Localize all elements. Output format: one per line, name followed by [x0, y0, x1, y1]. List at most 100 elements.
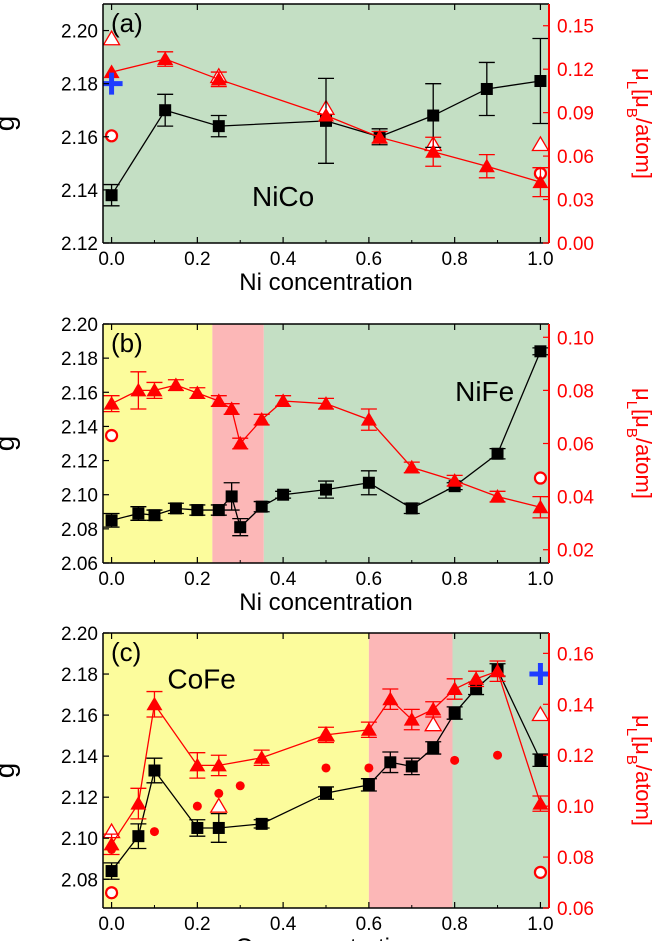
y2-tick-label: 0.06	[557, 899, 594, 920]
y2-tick-label: 0.14	[557, 695, 594, 716]
mu-data-point	[223, 401, 240, 415]
mu-data-point	[446, 681, 463, 696]
mu-data-point	[318, 396, 334, 410]
g-data-point	[534, 75, 547, 88]
mu-data-point	[489, 663, 506, 678]
y2-axis-label-part: L	[624, 728, 641, 736]
mu-data-point	[146, 696, 163, 711]
mu-data-point	[103, 396, 120, 410]
mu-data-point	[318, 107, 334, 122]
x-tick-label: 0.4	[270, 569, 297, 590]
y2-axis-label-part: B	[624, 755, 641, 765]
mu-data-point	[146, 382, 163, 397]
open-circle-marker	[104, 428, 119, 443]
mu-data-point	[468, 671, 485, 685]
g-data-point	[491, 447, 504, 460]
mu-data-point	[210, 393, 227, 408]
mu-data-point	[210, 757, 227, 772]
y-tick-label: 2.12	[61, 234, 98, 255]
panel-label: (b)	[111, 328, 143, 358]
g-data-point	[405, 502, 418, 515]
y2-tick-label: 0.15	[557, 17, 594, 38]
y-tick-label: 2.10	[61, 486, 98, 507]
x-tick-label: 0.6	[356, 249, 382, 270]
panel-2: 0.0 0.2 0.4 0.6 0.8 1.0 2.06 2.08 2.10 2.12 2.14 2.…	[0, 315, 656, 616]
g-data-point	[320, 787, 332, 800]
filled-circle-marker	[149, 827, 159, 837]
mu-data-point	[425, 144, 442, 158]
y-tick-label: 2.16	[61, 383, 98, 404]
filled-circle-marker	[214, 788, 224, 798]
y2-tick-label: 0.10	[557, 797, 594, 818]
g-data-point	[132, 830, 145, 843]
y2-tick-label: 0.12	[557, 746, 594, 767]
open-triangle-marker	[209, 797, 228, 813]
mu-data-point	[103, 64, 120, 79]
x-tick-label: 0.0	[98, 569, 124, 590]
y2-axis-label-part: L	[624, 81, 641, 89]
g-data-point	[105, 865, 118, 878]
g-data-point	[148, 764, 161, 777]
y2-axis-label-part: μ	[631, 68, 656, 81]
g-data-point	[132, 507, 145, 520]
g-data-point	[362, 476, 375, 489]
filled-circle-marker	[493, 750, 503, 760]
y-tick-label: 2.14	[61, 181, 98, 202]
filled-circle-marker	[235, 781, 245, 791]
g-data-point	[212, 504, 225, 517]
g-data-point	[212, 120, 225, 133]
g-data-point	[534, 345, 547, 358]
y-tick-label: 2.18	[61, 665, 98, 686]
g-data-point	[105, 514, 118, 527]
mu-data-point	[130, 382, 147, 397]
y2-axis-label-part: [μ	[631, 409, 656, 428]
y2-tick-label: 0.04	[557, 488, 594, 509]
y2-tick-label: 0.03	[557, 191, 594, 212]
g-data-point	[427, 109, 440, 122]
g-data-point	[362, 778, 375, 791]
mu-data-point	[382, 691, 399, 706]
g-data-point	[427, 741, 440, 754]
g-data-point	[384, 756, 397, 769]
panel-annotation: NiFe	[455, 376, 514, 407]
g-data-point	[159, 104, 172, 117]
mu-data-point	[360, 722, 377, 736]
mu-data-point	[275, 393, 292, 408]
y-tick-label: 2.14	[61, 747, 98, 768]
mu-data-point	[403, 711, 420, 726]
x-axis-label: Ni concentration	[239, 589, 412, 616]
x-tick-label: 0.8	[441, 249, 467, 270]
mu-data-point	[446, 473, 463, 487]
panel-annotation: CoFe	[167, 663, 235, 694]
y2-tick-label: 0.02	[557, 541, 594, 562]
x-tick-label: 0.6	[356, 914, 382, 935]
x-tick-label: 1.0	[527, 249, 553, 270]
y2-axis-label-part: /atom]	[631, 438, 656, 499]
y2-tick-label: 0.09	[557, 104, 594, 125]
plot-area	[103, 29, 549, 207]
y-tick-label: 2.16	[61, 128, 98, 149]
g-data-point	[534, 754, 547, 767]
open-triangle-marker	[531, 705, 549, 722]
panel-label: (c)	[111, 637, 141, 667]
mu-data-point	[167, 377, 184, 392]
shaded-region	[103, 324, 213, 563]
y-tick-label: 2.08	[61, 870, 98, 891]
g-data-point	[191, 821, 204, 834]
g-data-point	[405, 760, 418, 773]
x-tick-label: 0.0	[98, 249, 124, 270]
mu-data-point	[232, 435, 249, 450]
plot-area	[103, 660, 549, 900]
y2-axis-label: μL[μB/atom]	[624, 68, 657, 179]
mu-series-line	[111, 384, 541, 508]
mu-data-point	[532, 174, 549, 189]
mu-data-point	[318, 727, 334, 741]
mu-data-point	[157, 51, 174, 66]
y-tick-label: 2.16	[61, 706, 98, 727]
y2-axis-label-part: [μ	[631, 736, 656, 755]
g-data-point	[148, 509, 161, 522]
filled-circle-marker	[321, 763, 331, 773]
y2-axis-label-part: B	[624, 428, 641, 438]
x-tick-label: 0.2	[184, 914, 210, 935]
